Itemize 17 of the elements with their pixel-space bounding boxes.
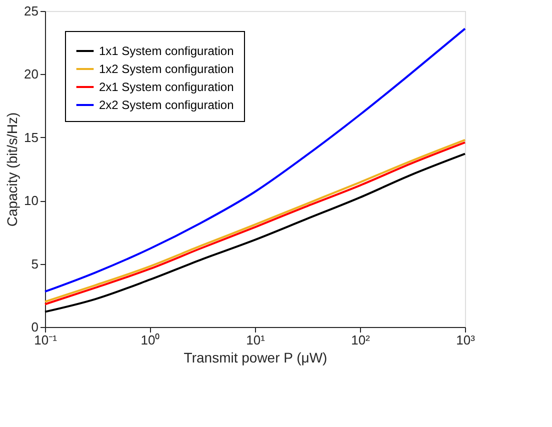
x-tick-label: 10¹ bbox=[246, 332, 266, 348]
y-tick-label: 5 bbox=[31, 256, 38, 272]
y-tick-label: 10 bbox=[24, 193, 38, 208]
y-tick-label: 20 bbox=[24, 66, 38, 82]
y-tick-label: 0 bbox=[31, 320, 38, 334]
x-tick-label: 10² bbox=[351, 332, 371, 348]
x-tick-label: 10⁰ bbox=[140, 332, 160, 348]
x-tick-label: 10⁻¹ bbox=[34, 332, 58, 348]
y-tick-label: 15 bbox=[24, 130, 38, 145]
legend-label: 1x2 System configuration bbox=[99, 62, 234, 76]
y-tick-label: 25 bbox=[24, 4, 38, 18]
x-tick-label: 10³ bbox=[456, 332, 476, 348]
legend-label: 2x1 System configuration bbox=[99, 80, 234, 94]
y-axis-title: Capacity (bit/s/Hz) bbox=[4, 112, 20, 227]
legend-label: 2x2 System configuration bbox=[99, 98, 234, 112]
legend-label: 1x1 System configuration bbox=[99, 44, 234, 58]
x-axis-title: Transmit power P (μW) bbox=[184, 350, 328, 366]
